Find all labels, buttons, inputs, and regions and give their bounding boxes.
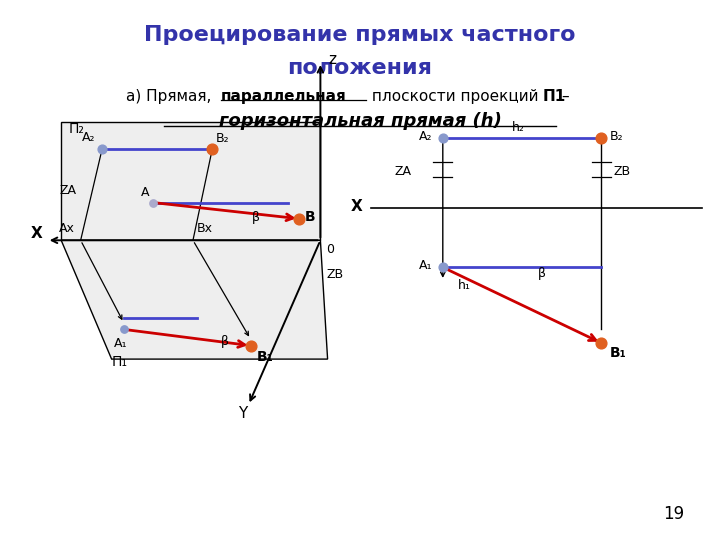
Text: A: A <box>140 186 149 199</box>
Text: П1: П1 <box>543 89 566 104</box>
Point <box>96 144 108 153</box>
Text: B: B <box>305 210 315 224</box>
Text: положения: положения <box>287 57 433 78</box>
Text: плоскости проекций: плоскости проекций <box>367 89 544 104</box>
Text: П₂: П₂ <box>68 122 84 136</box>
Text: A₁: A₁ <box>114 337 127 350</box>
Text: ZA: ZA <box>59 184 76 197</box>
Point <box>245 341 256 350</box>
Text: 19: 19 <box>662 505 684 523</box>
Text: β: β <box>537 267 546 280</box>
Text: A₂: A₂ <box>81 131 95 144</box>
Point <box>147 198 158 207</box>
Point <box>207 144 218 153</box>
Text: ZB: ZB <box>326 268 343 281</box>
Text: Bx: Bx <box>197 222 212 235</box>
Text: B₂: B₂ <box>610 130 624 143</box>
Text: β: β <box>252 211 261 224</box>
Text: ZA: ZA <box>395 165 412 178</box>
Text: X: X <box>31 226 42 241</box>
Text: Ax: Ax <box>59 222 75 235</box>
Point <box>118 325 130 334</box>
Point <box>595 133 607 142</box>
Point <box>595 339 607 347</box>
Point <box>437 263 449 272</box>
Text: B₂: B₂ <box>216 132 230 145</box>
Point <box>293 214 305 223</box>
Text: h₁: h₁ <box>458 279 471 292</box>
Text: а) Прямая,: а) Прямая, <box>126 89 216 104</box>
Text: B₁: B₁ <box>256 350 273 364</box>
Text: β: β <box>220 335 229 348</box>
Polygon shape <box>61 122 320 240</box>
Text: A₂: A₂ <box>418 130 432 143</box>
Text: горизонтальная прямая (h): горизонтальная прямая (h) <box>219 112 501 131</box>
Text: B₁: B₁ <box>610 346 626 360</box>
Point <box>437 133 449 142</box>
Text: h₂: h₂ <box>512 122 525 134</box>
Text: z: z <box>328 52 336 67</box>
Text: –: – <box>562 89 570 104</box>
Text: A₁: A₁ <box>418 259 432 272</box>
Text: 0: 0 <box>325 243 334 256</box>
Text: Проецирование прямых частного: Проецирование прямых частного <box>144 25 576 45</box>
Text: Y: Y <box>238 406 247 421</box>
Text: X: X <box>351 199 362 214</box>
Polygon shape <box>61 240 328 359</box>
Text: П₁: П₁ <box>112 355 127 369</box>
Text: параллельная: параллельная <box>221 89 347 104</box>
Text: ZB: ZB <box>613 165 631 178</box>
